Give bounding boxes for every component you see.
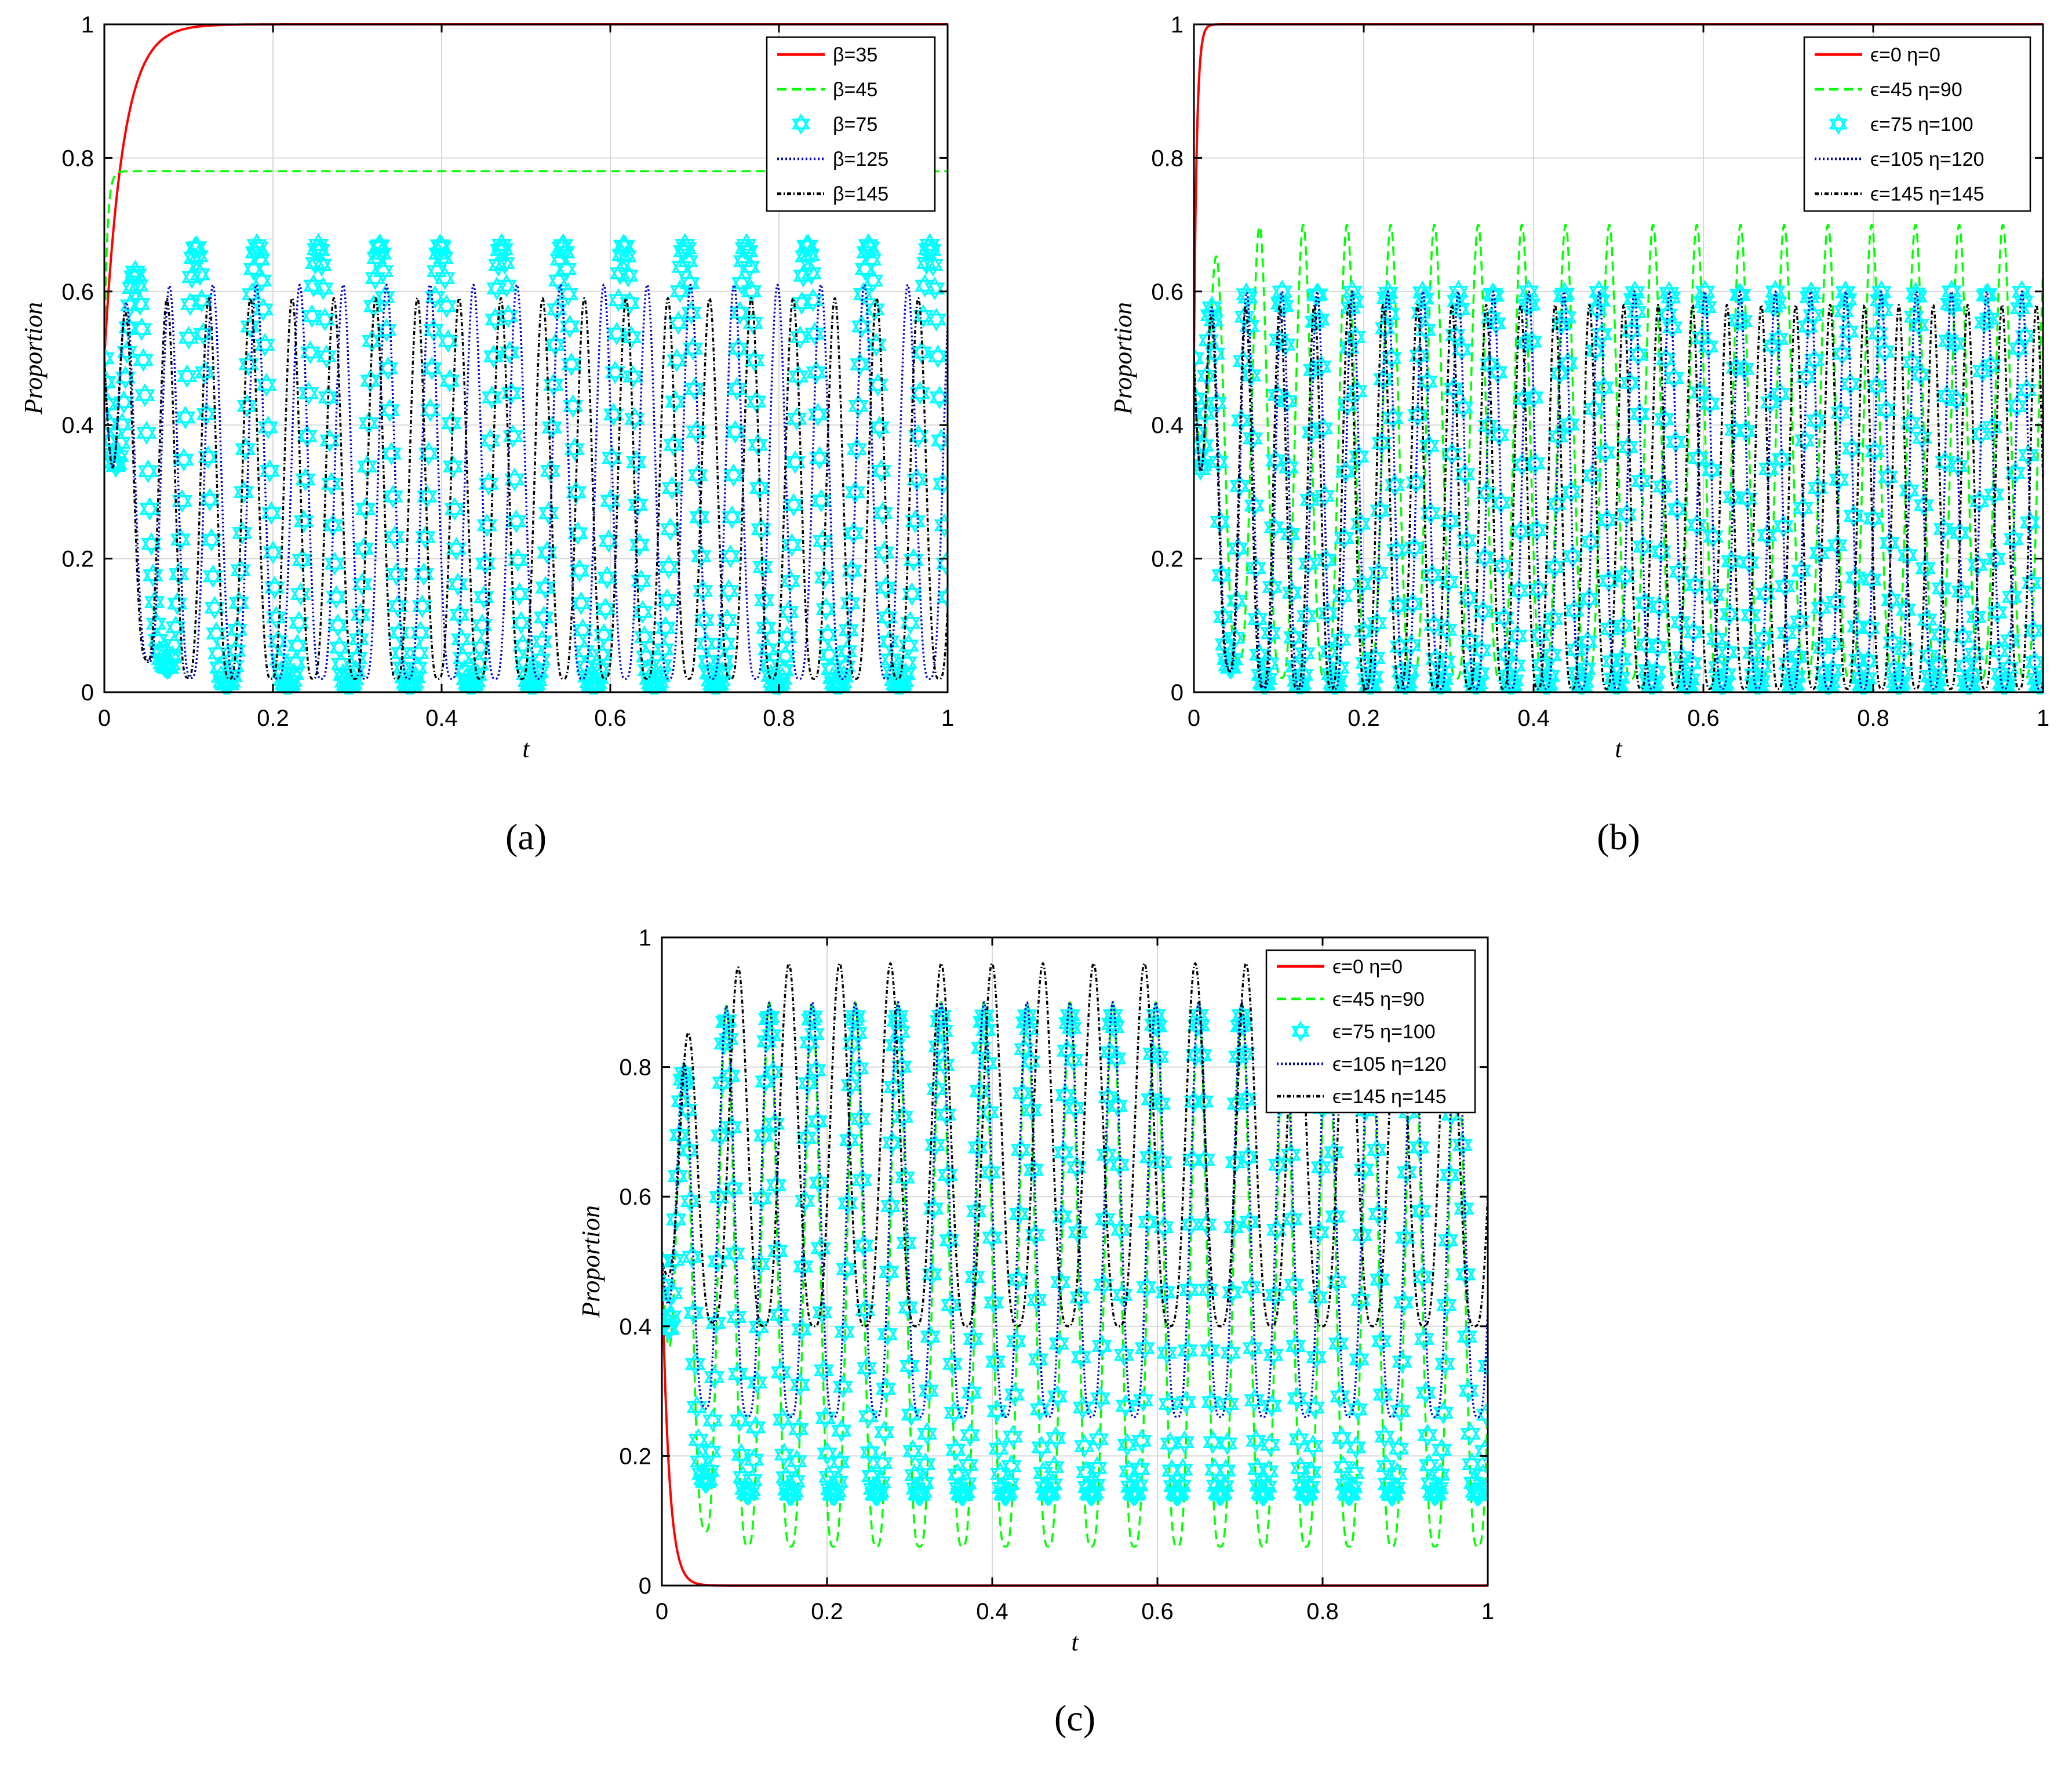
legend-entry-1: ϵ=45 η=90: [1332, 988, 1425, 1010]
x-tick-label: 0: [98, 706, 111, 731]
legend-box: [1803, 36, 2031, 212]
x-tick-label: 0: [656, 1599, 668, 1624]
legend-entry-3: ϵ=105 η=120: [1870, 148, 1984, 170]
legend-box: [1265, 949, 1476, 1114]
legend-entry-2: ϵ=75 η=100: [1870, 114, 1973, 136]
y-tick-label: 0.2: [61, 547, 94, 572]
x-tick-label: 1: [941, 706, 954, 731]
x-axis-label: t: [522, 735, 530, 763]
legend-entry-4: β=145: [833, 183, 888, 205]
y-tick-label: 0.4: [619, 1314, 651, 1340]
x-tick-label: 0.4: [976, 1599, 1008, 1624]
y-tick-label: 0: [639, 1573, 651, 1599]
legend-entry-0: β=35: [833, 44, 877, 66]
x-tick-label: 0.2: [257, 706, 289, 731]
y-tick-label: 0.4: [61, 413, 94, 438]
legend-entry-2: ϵ=75 η=100: [1332, 1021, 1436, 1043]
y-tick-label: 0.2: [1151, 547, 1184, 572]
x-tick-label: 0.6: [1141, 1599, 1174, 1624]
legend-entry-4: ϵ=145 η=145: [1870, 183, 1984, 205]
legend-entry-3: β=125: [833, 148, 888, 170]
series-1-line: [662, 1001, 1488, 1548]
y-tick-label: 0.6: [619, 1184, 651, 1210]
series-1-line: [1194, 223, 2043, 680]
series-4-line: [662, 962, 1488, 1328]
x-axis-label: t: [1071, 1628, 1079, 1656]
legend-swatch-2: [1291, 1020, 1310, 1042]
x-tick-label: 0.6: [1687, 706, 1720, 731]
y-tick-label: 1: [81, 12, 94, 38]
y-axis-label: Proportion: [19, 302, 48, 415]
y-tick-label: 0.8: [619, 1055, 651, 1081]
series-3-line: [662, 1001, 1488, 1419]
y-tick-label: 0.4: [1151, 413, 1184, 438]
series-3-line: [1194, 290, 2043, 690]
panel-b: 0 0.2 0.4 0.6 0.8 1 0 0.2 0.4 0.6 0.8 1 t Proportion ϵ…: [1109, 12, 2049, 857]
x-tick-label: 0.4: [1517, 706, 1550, 731]
y-axis-label: Proportion: [577, 1205, 605, 1318]
legend-swatch-2: [791, 113, 811, 135]
y-axis-label: Proportion: [1109, 302, 1137, 415]
panel-c: 0 0.2 0.4 0.6 0.8 1 0 0.2 0.4 0.6 0.8 1 t Proportion ϵ…: [577, 925, 1494, 1739]
series-4-line: [1194, 304, 2043, 690]
y-tick-label: 0.8: [1151, 146, 1184, 171]
legend-entry-1: β=45: [833, 79, 877, 101]
panel-label-b: (b): [1597, 816, 1640, 857]
y-tick-label: 0: [1171, 680, 1184, 706]
panel-label-c: (c): [1054, 1697, 1095, 1739]
x-tick-label: 0: [1188, 706, 1200, 731]
x-tick-label: 0.8: [763, 706, 795, 731]
y-tick-label: 1: [639, 925, 651, 951]
legend-swatch-2: [1829, 113, 1848, 135]
x-tick-label: 0.4: [425, 706, 458, 731]
x-tick-label: 0.2: [811, 1599, 843, 1624]
legend-entry-3: ϵ=105 η=120: [1332, 1053, 1447, 1075]
legend-entry-0: ϵ=0 η=0: [1870, 44, 1940, 66]
axes-frame: [661, 936, 1489, 1587]
legend-entry-2: β=75: [833, 114, 877, 136]
y-tick-label: 0.2: [619, 1444, 651, 1469]
legend-entry-4: ϵ=145 η=145: [1332, 1086, 1447, 1108]
x-tick-label: 0.6: [594, 706, 627, 731]
panel-a: 0 0.2 0.4 0.6 0.8 1 0 0.2 0.4 0.6 0.8 1 t Proportion β…: [19, 12, 954, 857]
x-tick-label: 1: [1481, 1599, 1494, 1624]
panel-label-a: (a): [505, 816, 547, 857]
axes-frame: [103, 23, 949, 693]
legend: β=35 β=45 β=75 β=125 β=145: [766, 36, 936, 212]
x-tick-label: 1: [2037, 706, 2049, 731]
x-axis-label: t: [1615, 735, 1623, 763]
x-tick-label: 0.8: [1857, 706, 1889, 731]
axes-frame: [1193, 23, 2044, 693]
legend: ϵ=0 η=0 ϵ=45 η=90 ϵ=75 η=100 ϵ=105 η=120 ϵ=1…: [1265, 949, 1476, 1114]
x-tick-label: 0.2: [1348, 706, 1380, 731]
legend-entry-0: ϵ=0 η=0: [1332, 956, 1403, 978]
y-tick-label: 0.6: [1151, 279, 1184, 305]
legend: ϵ=0 η=0 ϵ=45 η=90 ϵ=75 η=100 ϵ=105 η=120 ϵ=1…: [1803, 36, 2031, 212]
y-tick-label: 0.6: [61, 279, 94, 305]
x-tick-label: 0.8: [1306, 1599, 1339, 1624]
y-tick-label: 0: [81, 680, 94, 706]
legend-entry-1: ϵ=45 η=90: [1870, 79, 1962, 101]
y-tick-label: 1: [1171, 12, 1184, 38]
y-tick-label: 0.8: [61, 146, 94, 171]
series-4-line: [104, 297, 948, 680]
